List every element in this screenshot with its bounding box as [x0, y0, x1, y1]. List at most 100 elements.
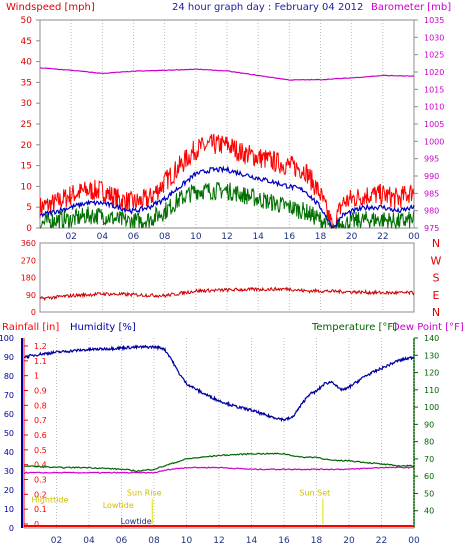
rainfall-tick-label: 0.8 [34, 401, 47, 410]
wind-x-tick-label: 12 [221, 232, 232, 242]
humid-x-tick-label: 16 [278, 536, 290, 546]
rainfall-tick-label: 0.9 [34, 387, 47, 396]
barometer-tick-label: 975 [424, 224, 439, 233]
temperature-tick-label: 60 [424, 472, 434, 481]
barometer-tick-label: 1020 [424, 68, 444, 77]
humid-x-tick-label: 02 [51, 536, 62, 546]
direction-tick-label: 360 [21, 239, 36, 248]
wind-x-tick-label: 02 [65, 232, 76, 242]
humidity-tick-label: 20 [4, 486, 14, 495]
barometer-tick-label: 1015 [424, 85, 444, 94]
barometer-tick-label: 985 [424, 189, 439, 198]
rainfall-axis-title: Rainfall [in] [2, 322, 59, 333]
tide-sun-marker-label: Lowtide [103, 501, 134, 510]
windspeed-tick-label: 50 [21, 16, 33, 26]
wind-x-tick-label: 20 [346, 232, 358, 242]
wind-direction-line [39, 286, 415, 302]
humidity-tick-label: 90 [4, 353, 14, 362]
tide-sun-marker-label: Sun Set [299, 489, 330, 498]
wind-x-tick-label: 18 [315, 232, 327, 242]
barometer-tick-label: 1025 [424, 51, 444, 60]
temperature-tick-label: 40 [424, 507, 434, 516]
rainfall-tick-label: 0.5 [34, 446, 47, 455]
graph-title: 24 hour graph day : February 04 2012 [172, 2, 363, 13]
humidity-tick-label: 60 [4, 410, 14, 419]
rainfall-tick-label: 0.2 [34, 490, 47, 499]
humidity-tick-label: 30 [4, 467, 14, 476]
wind-x-tick-label: 00 [408, 232, 420, 242]
compass-label: E [433, 289, 440, 302]
dewpoint-axis-title: Dew Point [°F] [392, 322, 464, 333]
tide-sun-marker-label: Sun Rise [127, 489, 162, 498]
rainfall-tick-label: 0.6 [34, 431, 47, 440]
barometer-line [39, 67, 415, 81]
wind-average-line [39, 165, 415, 230]
dewpoint-line [24, 466, 415, 474]
wind-x-tick-label: 14 [252, 232, 264, 242]
compass-label: N [432, 237, 440, 250]
wind-x-tick-label: 10 [190, 232, 202, 242]
humid-x-tick-label: 04 [83, 536, 95, 546]
direction-tick-label: 90 [26, 291, 36, 300]
humidity-tick-label: 70 [4, 391, 14, 400]
wind-min-line [39, 181, 415, 230]
humidity-tick-label: 0 [9, 524, 14, 533]
rainfall-tick-label: 1 [34, 372, 39, 381]
temperature-axis-title: Temperature [°F] [311, 322, 397, 333]
barometer-tick-label: 1010 [424, 103, 444, 112]
tide-sun-marker-label: Highttide [32, 495, 69, 504]
humidity-tick-label: 100 [0, 334, 14, 343]
temperature-tick-label: 50 [424, 489, 434, 498]
temperature-tick-label: 110 [424, 386, 439, 395]
temperature-line [23, 452, 415, 473]
barometer-tick-label: 1000 [424, 137, 444, 146]
windspeed-tick-label: 20 [21, 141, 33, 151]
humidity-tick-label: 50 [4, 429, 14, 438]
temperature-tick-label: 130 [424, 351, 439, 360]
barometer-tick-label: 1030 [424, 33, 444, 42]
barometer-tick-label: 1035 [424, 16, 444, 25]
windspeed-tick-label: 0 [26, 224, 32, 234]
windspeed-tick-label: 30 [21, 99, 33, 109]
windspeed-tick-label: 15 [21, 162, 32, 172]
windspeed-tick-label: 35 [21, 78, 32, 88]
rainfall-tick-label: 0.7 [34, 416, 47, 425]
direction-tick-label: 180 [21, 274, 36, 283]
temperature-tick-label: 100 [424, 403, 439, 412]
rainfall-tick-label: 0.4 [34, 461, 47, 470]
humidity-line [23, 344, 415, 423]
temperature-tick-label: 140 [424, 334, 439, 343]
temperature-tick-label: 70 [424, 455, 434, 464]
wind-x-tick-label: 08 [159, 232, 171, 242]
wind-x-tick-label: 22 [377, 232, 388, 242]
rainfall-tick-label: 0.3 [34, 476, 47, 485]
direction-tick-label: 270 [21, 256, 36, 265]
wind-x-tick-label: 16 [284, 232, 296, 242]
barometer-tick-label: 995 [424, 155, 439, 164]
humid-x-tick-label: 14 [246, 536, 258, 546]
rainfall-tick-label: 1.2 [34, 342, 47, 351]
temperature-tick-label: 80 [424, 438, 434, 447]
humid-x-tick-label: 00 [408, 536, 420, 546]
wind-x-tick-label: 06 [128, 232, 140, 242]
tide-sun-marker-label: Lowtide [121, 517, 152, 526]
rainfall-tick-label: 0.1 [34, 505, 47, 514]
compass-label: N [432, 306, 440, 319]
temperature-tick-label: 90 [424, 420, 434, 429]
windspeed-tick-label: 10 [21, 182, 33, 192]
humid-x-tick-label: 22 [376, 536, 387, 546]
humidity-tick-label: 10 [4, 505, 14, 514]
windspeed-tick-label: 5 [26, 203, 32, 213]
direction-tick-label: 0 [31, 308, 36, 317]
barometer-tick-label: 980 [424, 207, 439, 216]
compass-label: W [431, 254, 442, 267]
humid-x-tick-label: 06 [116, 536, 128, 546]
barometer-tick-label: 1005 [424, 120, 444, 129]
humidity-axis-title: Humidity [%] [70, 322, 136, 333]
temperature-tick-label: 120 [424, 369, 439, 378]
windspeed-tick-label: 45 [21, 37, 32, 47]
rainfall-tick-label: 1.1 [34, 357, 47, 366]
humidity-tick-label: 40 [4, 448, 14, 457]
humid-x-tick-label: 08 [148, 536, 160, 546]
